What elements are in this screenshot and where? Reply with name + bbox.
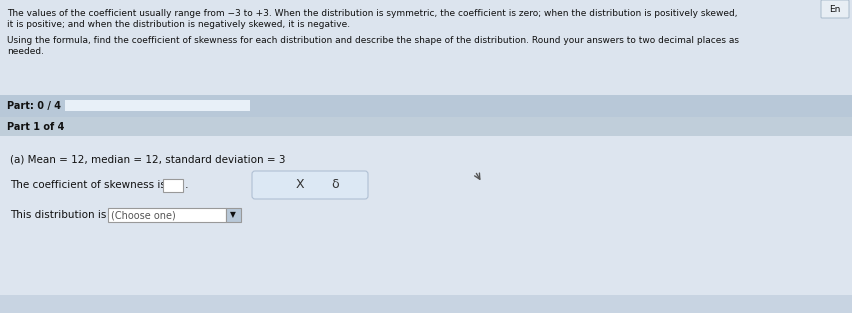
Text: (Choose one): (Choose one) bbox=[111, 210, 176, 220]
Bar bbox=[0, 117, 852, 136]
Bar bbox=[0, 295, 852, 313]
Text: (a) Mean = 12, median = 12, standard deviation = 3: (a) Mean = 12, median = 12, standard dev… bbox=[10, 155, 285, 165]
Text: needed.: needed. bbox=[7, 47, 44, 56]
Text: Part 1 of 4: Part 1 of 4 bbox=[7, 121, 65, 131]
Bar bbox=[0, 95, 852, 117]
Text: This distribution is: This distribution is bbox=[10, 210, 106, 220]
Bar bbox=[0, 136, 852, 313]
Text: En: En bbox=[829, 4, 841, 13]
Text: .: . bbox=[185, 180, 188, 190]
Text: ▼: ▼ bbox=[230, 211, 236, 219]
Bar bbox=[108, 208, 226, 222]
FancyBboxPatch shape bbox=[252, 171, 368, 199]
Text: Part: 0 / 4: Part: 0 / 4 bbox=[7, 101, 61, 111]
Text: it is positive; and when the distribution is negatively skewed, it is negative.: it is positive; and when the distributio… bbox=[7, 20, 350, 29]
Text: The values of the coefficient usually range from −3 to +3. When the distribution: The values of the coefficient usually ra… bbox=[7, 9, 738, 18]
Bar bbox=[163, 179, 183, 192]
Text: Using the formula, find the coefficient of skewness for each distribution and de: Using the formula, find the coefficient … bbox=[7, 36, 739, 45]
Bar bbox=[65, 100, 250, 111]
FancyBboxPatch shape bbox=[821, 0, 849, 18]
Text: The coefficient of skewness is: The coefficient of skewness is bbox=[10, 180, 166, 190]
Text: X: X bbox=[296, 178, 304, 192]
Bar bbox=[226, 208, 241, 222]
Bar bbox=[0, 0, 852, 95]
Text: δ: δ bbox=[331, 178, 339, 192]
